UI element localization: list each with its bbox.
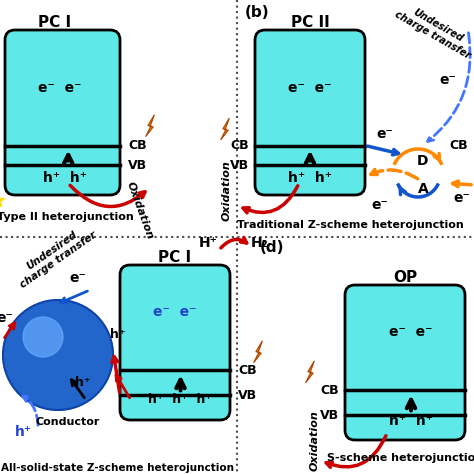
Text: PC I: PC I [38, 15, 72, 29]
Text: h⁺: h⁺ [110, 328, 126, 341]
Text: S-scheme heterojunction: S-scheme heterojunction [327, 453, 474, 463]
Text: VB: VB [320, 409, 339, 422]
Text: (b): (b) [245, 4, 270, 19]
Text: D: D [417, 154, 429, 168]
Text: VB: VB [230, 159, 249, 172]
Text: All-solid-state Z-scheme heterojunction: All-solid-state Z-scheme heterojunction [1, 463, 235, 473]
Polygon shape [146, 115, 155, 137]
Text: h⁺: h⁺ [14, 425, 32, 439]
Text: e⁻  e⁻: e⁻ e⁻ [288, 81, 332, 95]
Polygon shape [220, 118, 229, 140]
Text: (d): (d) [260, 239, 284, 255]
Text: VB: VB [238, 389, 257, 401]
Text: Oxidation: Oxidation [125, 180, 155, 240]
FancyBboxPatch shape [120, 265, 230, 420]
FancyBboxPatch shape [255, 30, 365, 195]
Text: Undesired
charge transfer: Undesired charge transfer [11, 220, 99, 290]
Text: OP: OP [393, 270, 417, 284]
Text: CB: CB [230, 139, 249, 152]
Text: Oxidation: Oxidation [222, 160, 232, 221]
Text: h⁺  h⁺: h⁺ h⁺ [389, 414, 433, 428]
Text: Traditional Z-scheme heterojunction: Traditional Z-scheme heterojunction [237, 220, 464, 230]
Text: Oxidation: Oxidation [310, 410, 320, 471]
Text: H⁺: H⁺ [199, 236, 218, 250]
Text: CB: CB [238, 364, 256, 377]
Text: CB: CB [128, 139, 146, 152]
Text: A: A [418, 182, 428, 196]
FancyBboxPatch shape [5, 30, 120, 195]
Text: PC I: PC I [158, 249, 191, 264]
Text: e⁻: e⁻ [372, 198, 388, 212]
Text: h⁺: h⁺ [75, 376, 91, 390]
Text: e⁻: e⁻ [439, 73, 456, 87]
Text: Undesired
charge transfer: Undesired charge transfer [392, 0, 474, 61]
Text: e⁻: e⁻ [70, 271, 86, 285]
Text: h⁺  h⁺  h⁺: h⁺ h⁺ h⁺ [148, 393, 212, 406]
Text: PC II: PC II [291, 15, 329, 29]
Text: h⁺  h⁺: h⁺ h⁺ [288, 172, 332, 185]
FancyBboxPatch shape [345, 285, 465, 440]
Text: e⁻: e⁻ [0, 311, 13, 325]
Circle shape [3, 300, 113, 410]
Text: Conductor: Conductor [36, 417, 100, 427]
Circle shape [23, 317, 63, 357]
Text: e⁻  e⁻: e⁻ e⁻ [153, 304, 197, 319]
Polygon shape [254, 341, 263, 363]
Text: e⁻  e⁻: e⁻ e⁻ [389, 325, 433, 338]
Text: CB: CB [449, 139, 468, 152]
Text: e⁻: e⁻ [454, 191, 470, 205]
Text: VB: VB [128, 159, 147, 172]
Text: e⁻: e⁻ [376, 127, 393, 140]
Text: h⁺  h⁺: h⁺ h⁺ [43, 172, 87, 185]
Text: e⁻  e⁻: e⁻ e⁻ [38, 81, 82, 95]
Polygon shape [306, 361, 314, 383]
Text: H₂: H₂ [251, 236, 269, 250]
Text: CB: CB [320, 384, 339, 397]
Text: Type II heterojunction: Type II heterojunction [0, 212, 133, 222]
